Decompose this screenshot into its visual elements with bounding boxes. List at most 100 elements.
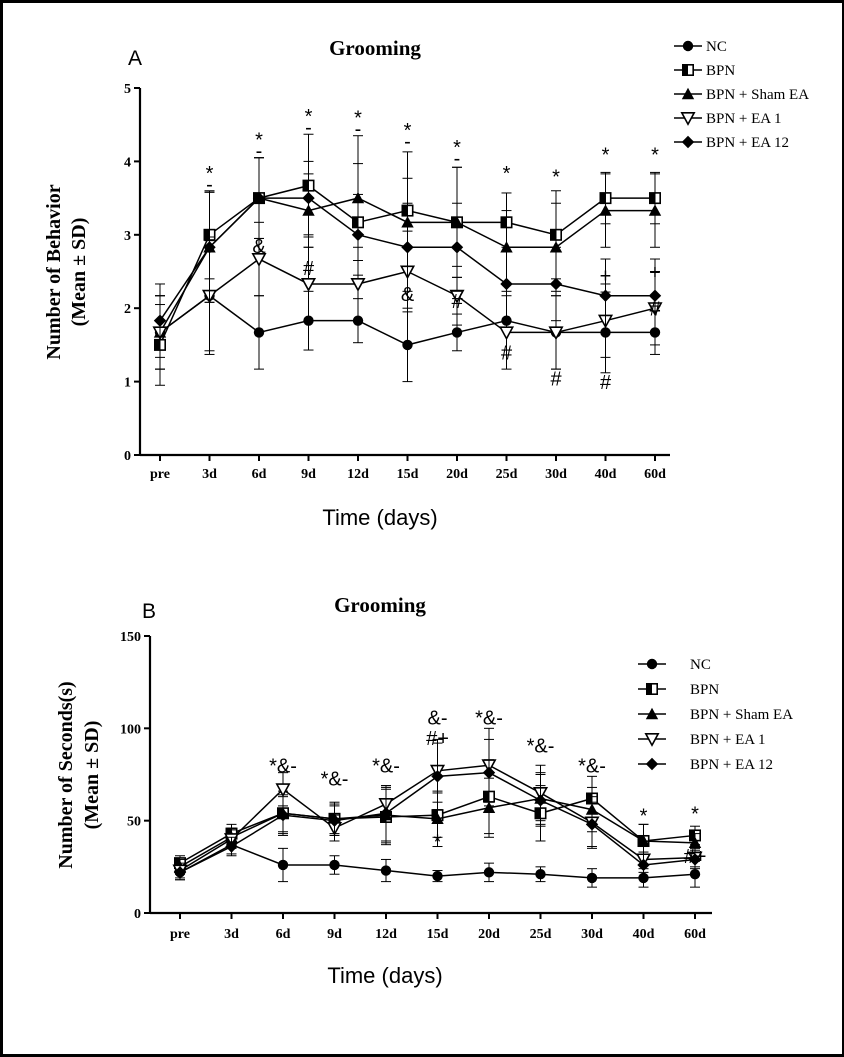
significance-mark: * [434,831,442,853]
x-tick-label: 25d [496,467,518,482]
y-tick-label: 1 [124,376,131,391]
data-point-diamond [379,807,393,820]
data-point-diamond [173,866,187,879]
data-point-diamond [482,766,496,779]
legend-marker-circle [682,40,694,52]
legend-marker-diamond [681,135,695,149]
data-point-triangle-up [648,204,662,216]
data-point-diamond [585,818,599,831]
x-tick-label: pre [170,927,190,942]
legend-marker-triangle-up [681,87,695,100]
y-tick-label: 5 [124,82,131,97]
data-point-circle [483,867,495,878]
significance-mark: # [501,343,513,365]
significance-mark: #+ [684,846,707,868]
x-tick-label: 15d [427,927,449,942]
data-point-circle [432,870,443,882]
significance-mark: * [206,163,214,185]
marker-square-fill [689,830,695,841]
series-bpn-ea-12 [173,738,702,881]
x-tick-label: 3d [202,467,217,482]
data-point-diamond [252,191,266,205]
legend-item: BPN + Sham EA [638,707,793,723]
chart-panel-a: A Grooming 0 1 2 3 4 5 pre 3d 6d 9d 12d 15d 20d 25d 30d 4… [43,36,809,530]
significance-mark: - [305,117,312,139]
data-point-triangle-down [498,326,515,341]
data-point-circle [329,859,340,871]
legend-label: BPN + Sham EA [690,707,793,723]
data-point-diamond [276,808,290,822]
legend: NC BPN BPN + Sham EA BPN + EA 1 BPN + EA 12 [638,657,793,773]
legend-label: BPN [690,682,719,698]
y-tick-label: 150 [120,630,141,645]
data-point-triangle-down [300,277,317,292]
legend-item: BPN + Sham EA [674,87,809,103]
series-bpn-ea-12 [153,157,662,358]
data-point-circle [253,327,265,338]
significance-mark: #+ [426,728,449,750]
data-point-diamond [225,840,238,853]
marker-square-fill [600,192,606,204]
significance-mark: *&- [475,708,503,730]
legend-item: BPN [638,682,719,698]
marker-square-fill [535,808,541,819]
significance-mark: # [550,368,562,390]
data-point-diamond [431,770,444,783]
data-point-diamond [688,853,702,866]
data-point-diamond [328,814,341,827]
data-point-diamond [203,241,216,254]
data-point-circle [451,327,463,338]
data-point-diamond [401,241,414,254]
significance-mark: *&- [269,756,297,778]
significance-mark: *&- [578,756,606,778]
marker-square-fill [649,192,655,204]
marker-square-fill [646,683,652,695]
marker-square-fill [586,793,592,804]
x-tick-label: 30d [545,467,567,482]
x-axis-label: Time (days) [322,505,437,530]
significance-mark: - [206,174,213,196]
x-tick-label: 6d [252,467,267,482]
chart-title: Grooming [334,593,426,617]
legend-marker-triangle-down [644,732,660,747]
legend-label: BPN + Sham EA [706,87,809,103]
significance-annotations: *&-*&-*&-&-#+**&-*&-*&-* *#+ [269,708,706,869]
data-point-circle [689,869,701,880]
data-point-circle [586,872,598,884]
legend-marker-square-half [645,682,658,695]
y-tick-label: 50 [127,815,141,830]
significance-mark: * [503,163,511,185]
data-point-triangle-up [431,812,444,825]
legend-marker-diamond [645,757,659,771]
data-point-triangle-down [350,277,366,292]
data-point-diamond [153,314,167,327]
significance-annotations: *-*-*- *- *- *-* ** *&&#### ##+ + [206,106,662,394]
legend-label: BPN + EA 1 [690,732,766,748]
significance-mark: * [404,120,412,142]
significance-mark: # [600,372,612,394]
significance-mark: * [691,804,699,826]
data-point-diamond [302,191,315,205]
marker-square-fill [550,229,556,240]
data-point-diamond [534,794,547,807]
x-tick-label: 15d [397,467,419,482]
data-point-diamond [637,858,650,872]
marker-square-fill [483,791,489,802]
x-tick-label: 9d [327,927,342,942]
significance-mark: & [401,284,415,306]
x-tick-label: 9d [301,467,316,482]
significance-mark: * [255,130,263,152]
legend-item: BPN + EA 12 [674,135,789,151]
legend-item: NC [674,39,727,55]
chart-panel-b: B Grooming 0 50 100 150 pre 3d 6d 9d 12d 15d 20d 25d 3… [55,593,793,988]
marker-square-fill [303,180,309,191]
significance-mark: - [404,131,411,153]
x-tick-label: 60d [684,927,706,942]
legend-marker-square-half [681,64,694,77]
significance-mark: *&- [321,769,349,791]
marker-square-fill [352,217,358,228]
significance-mark: # [649,299,661,321]
chart-title: Grooming [329,36,421,60]
data-point-triangle-up [688,836,702,849]
